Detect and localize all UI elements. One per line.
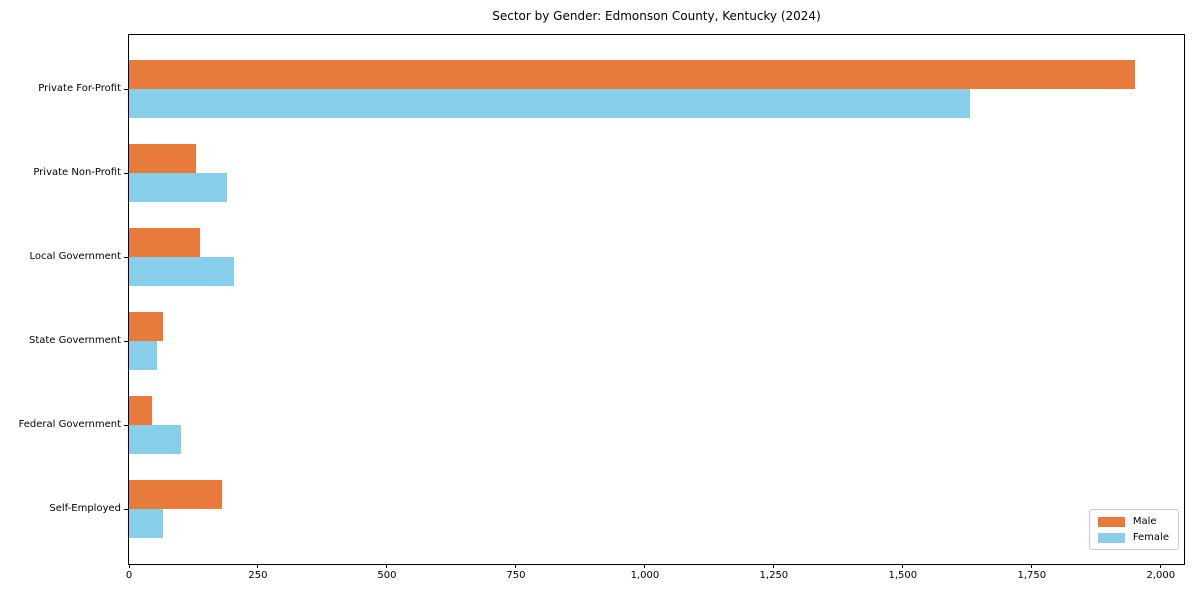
y-tick-mark — [124, 173, 128, 174]
x-tick-mark — [257, 564, 259, 568]
x-tick-mark — [128, 564, 130, 568]
y-tick-label-state-government: State Government — [28, 335, 121, 346]
y-tick-label-local-government: Local Government — [29, 251, 121, 262]
x-tick-label-750: 750 — [506, 570, 526, 581]
legend-label-male: Male — [1132, 516, 1157, 527]
x-tick-mark — [386, 564, 388, 568]
x-tick-mark — [644, 564, 646, 568]
y-tick-label-private-for-profit: Private For-Profit — [38, 83, 121, 94]
x-tick-mark — [1160, 564, 1162, 568]
x-tick-mark — [773, 564, 775, 568]
bar-female-state-government — [129, 341, 157, 370]
y-tick-label-private-non-profit: Private Non-Profit — [33, 167, 121, 178]
legend-swatch-female-icon — [1097, 532, 1125, 543]
x-tick-label-1250: 1,250 — [759, 570, 789, 581]
x-tick-label-1750: 1,750 — [1017, 570, 1047, 581]
y-tick-mark — [124, 509, 128, 510]
x-tick-label-500: 500 — [377, 570, 397, 581]
x-tick-mark — [902, 564, 904, 568]
bar-female-self-employed — [129, 509, 163, 538]
plot-area: Private For-Profit Private Non-Profit Loca… — [19, 34, 1185, 581]
y-tick-label-self-employed: Self-Employed — [49, 503, 121, 514]
bar-female-federal-government — [129, 425, 181, 454]
legend-label-female: Female — [1132, 532, 1169, 543]
x-tick-label-1500: 1,500 — [888, 570, 918, 581]
legend: Male Female — [1088, 509, 1179, 550]
bar-male-state-government — [129, 312, 163, 341]
legend-swatch-male-icon — [1097, 516, 1125, 527]
bar-male-local-government — [129, 228, 200, 257]
y-tick-mark — [124, 257, 128, 258]
chart-title: Sector by Gender: Edmonson County, Kentu… — [492, 9, 821, 23]
x-tick-label-2000: 2,000 — [1146, 570, 1176, 581]
x-tick-mark — [515, 564, 517, 568]
legend-item-female: Female — [1097, 532, 1169, 543]
bar-female-local-government — [129, 257, 234, 286]
bar-male-self-employed — [129, 480, 222, 509]
y-tick-mark — [124, 425, 128, 426]
bar-male-federal-government — [129, 396, 152, 425]
y-tick-mark — [124, 89, 128, 90]
y-tick-label-federal-government: Federal Government — [18, 419, 121, 430]
legend-item-male: Male — [1097, 516, 1169, 527]
bar-female-private-for-profit — [129, 89, 970, 118]
x-tick-label-1000: 1,000 — [630, 570, 660, 581]
x-tick-label-0: 0 — [125, 570, 133, 581]
bar-male-private-for-profit — [129, 60, 1135, 89]
x-tick-label-250: 250 — [248, 570, 268, 581]
bar-male-private-non-profit — [129, 144, 196, 173]
y-tick-mark — [124, 341, 128, 342]
bar-female-private-non-profit — [129, 173, 227, 202]
x-tick-mark — [1031, 564, 1033, 568]
